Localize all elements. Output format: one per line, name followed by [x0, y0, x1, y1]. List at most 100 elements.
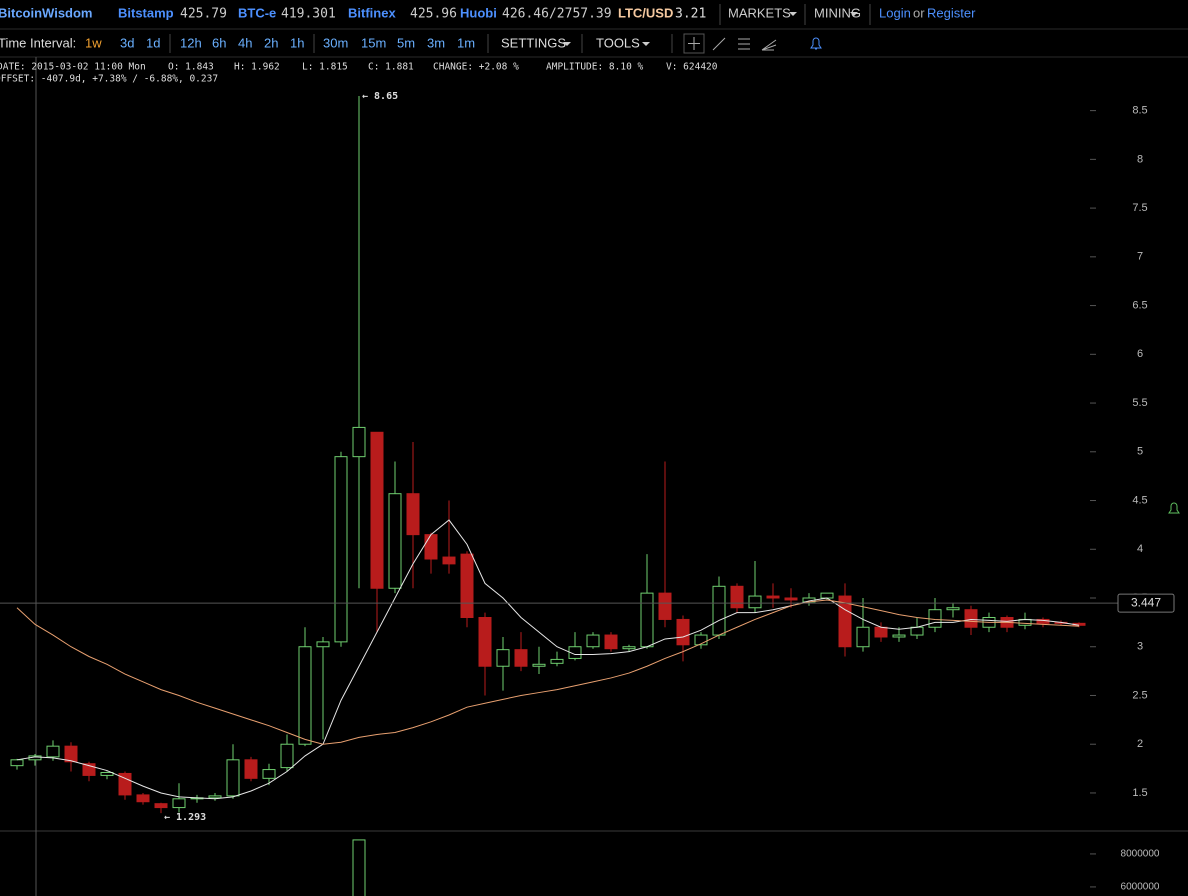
- login-link[interactable]: Login: [879, 5, 911, 20]
- candle-body: [550, 658, 564, 664]
- interval-label: Time Interval:: [0, 35, 76, 50]
- candle-body: [442, 556, 456, 565]
- candle-body: [820, 592, 834, 599]
- settings-menu[interactable]: SETTINGS: [501, 35, 566, 50]
- brand[interactable]: BitcoinWisdom: [0, 5, 93, 20]
- dropdown-carets: [563, 12, 858, 46]
- y-tick-label: 1.5: [1132, 787, 1147, 799]
- extreme-label: ← 1.293: [164, 812, 206, 823]
- interval-option[interactable]: 15m: [361, 35, 386, 50]
- candle-body: [856, 626, 870, 648]
- interval-option[interactable]: 1w: [85, 35, 102, 50]
- candle-body: [100, 771, 114, 776]
- candle-body: [280, 743, 294, 769]
- interval-option[interactable]: 4h: [238, 35, 252, 50]
- ohlc-info: C: 1.881: [368, 62, 414, 73]
- y-tick-label: 6.5: [1132, 299, 1147, 311]
- interval-option[interactable]: 3m: [427, 35, 445, 50]
- y-tick-label: 6: [1137, 348, 1143, 360]
- candle-body: [460, 553, 474, 618]
- exchange-price: 419.301: [281, 7, 336, 22]
- y-tick-label: 5.5: [1132, 397, 1147, 409]
- candle-body: [244, 759, 258, 779]
- interval-option[interactable]: 5m: [397, 35, 415, 50]
- interval-option[interactable]: 3d: [120, 35, 134, 50]
- candle-body: [424, 534, 438, 560]
- menu[interactable]: MARKETS: [728, 5, 791, 20]
- candle-body: [478, 616, 492, 667]
- exchange-name[interactable]: Bitfinex: [348, 5, 396, 20]
- interval-option[interactable]: 6h: [212, 35, 226, 50]
- candle-body: [784, 597, 798, 601]
- candle-body: [352, 426, 366, 458]
- interval-option[interactable]: 12h: [180, 35, 202, 50]
- ohlc-info: H: 1.962: [234, 62, 280, 73]
- candle-body: [586, 634, 600, 648]
- candle-body: [406, 493, 420, 536]
- y-tick-label: 4: [1137, 543, 1143, 555]
- candle-body: [316, 641, 330, 648]
- volume-bar: [352, 839, 366, 896]
- candle-body: [10, 759, 24, 767]
- interval-option[interactable]: 1d: [146, 35, 160, 50]
- drawing-tools[interactable]: [683, 33, 777, 54]
- candle-body: [874, 626, 888, 638]
- candle-body: [928, 609, 942, 628]
- tools-menu[interactable]: TOOLS: [596, 35, 640, 50]
- candle-body: [658, 592, 672, 620]
- y-tick-label: 2.5: [1132, 689, 1147, 701]
- y-tick-label: 7.5: [1132, 202, 1147, 214]
- moving-average: [16, 599, 1080, 745]
- interval-option[interactable]: 1h: [290, 35, 304, 50]
- extreme-label: ← 8.65: [362, 91, 398, 102]
- or-text: or: [913, 5, 925, 20]
- offset-info: OFFSET: -407.9d, +7.38% / -6.88%, 0.237: [0, 74, 218, 85]
- market-pair[interactable]: LTC/USD: [618, 5, 673, 20]
- candle-body: [748, 595, 762, 609]
- candle-body: [496, 649, 510, 667]
- ohlc-info: AMPLITUDE: 8.10 %: [546, 62, 644, 73]
- exchange-name[interactable]: Huobi: [460, 5, 497, 20]
- candle-body: [388, 493, 402, 589]
- volume-plot: [352, 839, 366, 896]
- price-plot: [10, 95, 1086, 814]
- candle-body: [262, 769, 276, 779]
- candle-body: [82, 763, 96, 776]
- candle-body: [46, 745, 60, 758]
- register-link[interactable]: Register: [927, 5, 976, 20]
- candle-body: [172, 798, 186, 809]
- candle-body: [640, 592, 654, 648]
- candle-body: [892, 634, 906, 638]
- candle-body: [226, 759, 240, 797]
- candle-body: [946, 607, 960, 611]
- y-tick-label: 8.5: [1132, 105, 1147, 117]
- candle-body: [622, 646, 636, 650]
- exchange-name[interactable]: Bitstamp: [118, 5, 174, 20]
- candle-body: [676, 618, 690, 646]
- price-alert-icon[interactable]: [1168, 502, 1180, 514]
- candle-body: [910, 626, 924, 636]
- candle-body: [370, 431, 384, 589]
- candle-body: [964, 609, 978, 628]
- ohlc-info: L: 1.815: [302, 62, 348, 73]
- alert-icon[interactable]: [810, 37, 822, 50]
- interval-option[interactable]: 1m: [457, 35, 475, 50]
- market-price: 3.21: [675, 7, 706, 22]
- menu[interactable]: MINING: [814, 5, 861, 20]
- candle-body: [730, 585, 744, 609]
- exchange-name[interactable]: BTC-e: [238, 5, 276, 20]
- y-tick-label: 4.5: [1132, 494, 1147, 506]
- candle-body: [136, 794, 150, 803]
- candle-body: [64, 745, 78, 763]
- candle-body: [208, 795, 222, 799]
- moving-average: [16, 519, 1080, 800]
- candle-body: [568, 646, 582, 659]
- candle-body: [118, 772, 132, 796]
- y-tick-label: 2: [1137, 738, 1143, 750]
- candle-body: [334, 456, 348, 643]
- dividers: [169, 4, 871, 53]
- interval-option[interactable]: 30m: [323, 35, 348, 50]
- candle-body: [532, 663, 546, 667]
- interval-option[interactable]: 2h: [264, 35, 278, 50]
